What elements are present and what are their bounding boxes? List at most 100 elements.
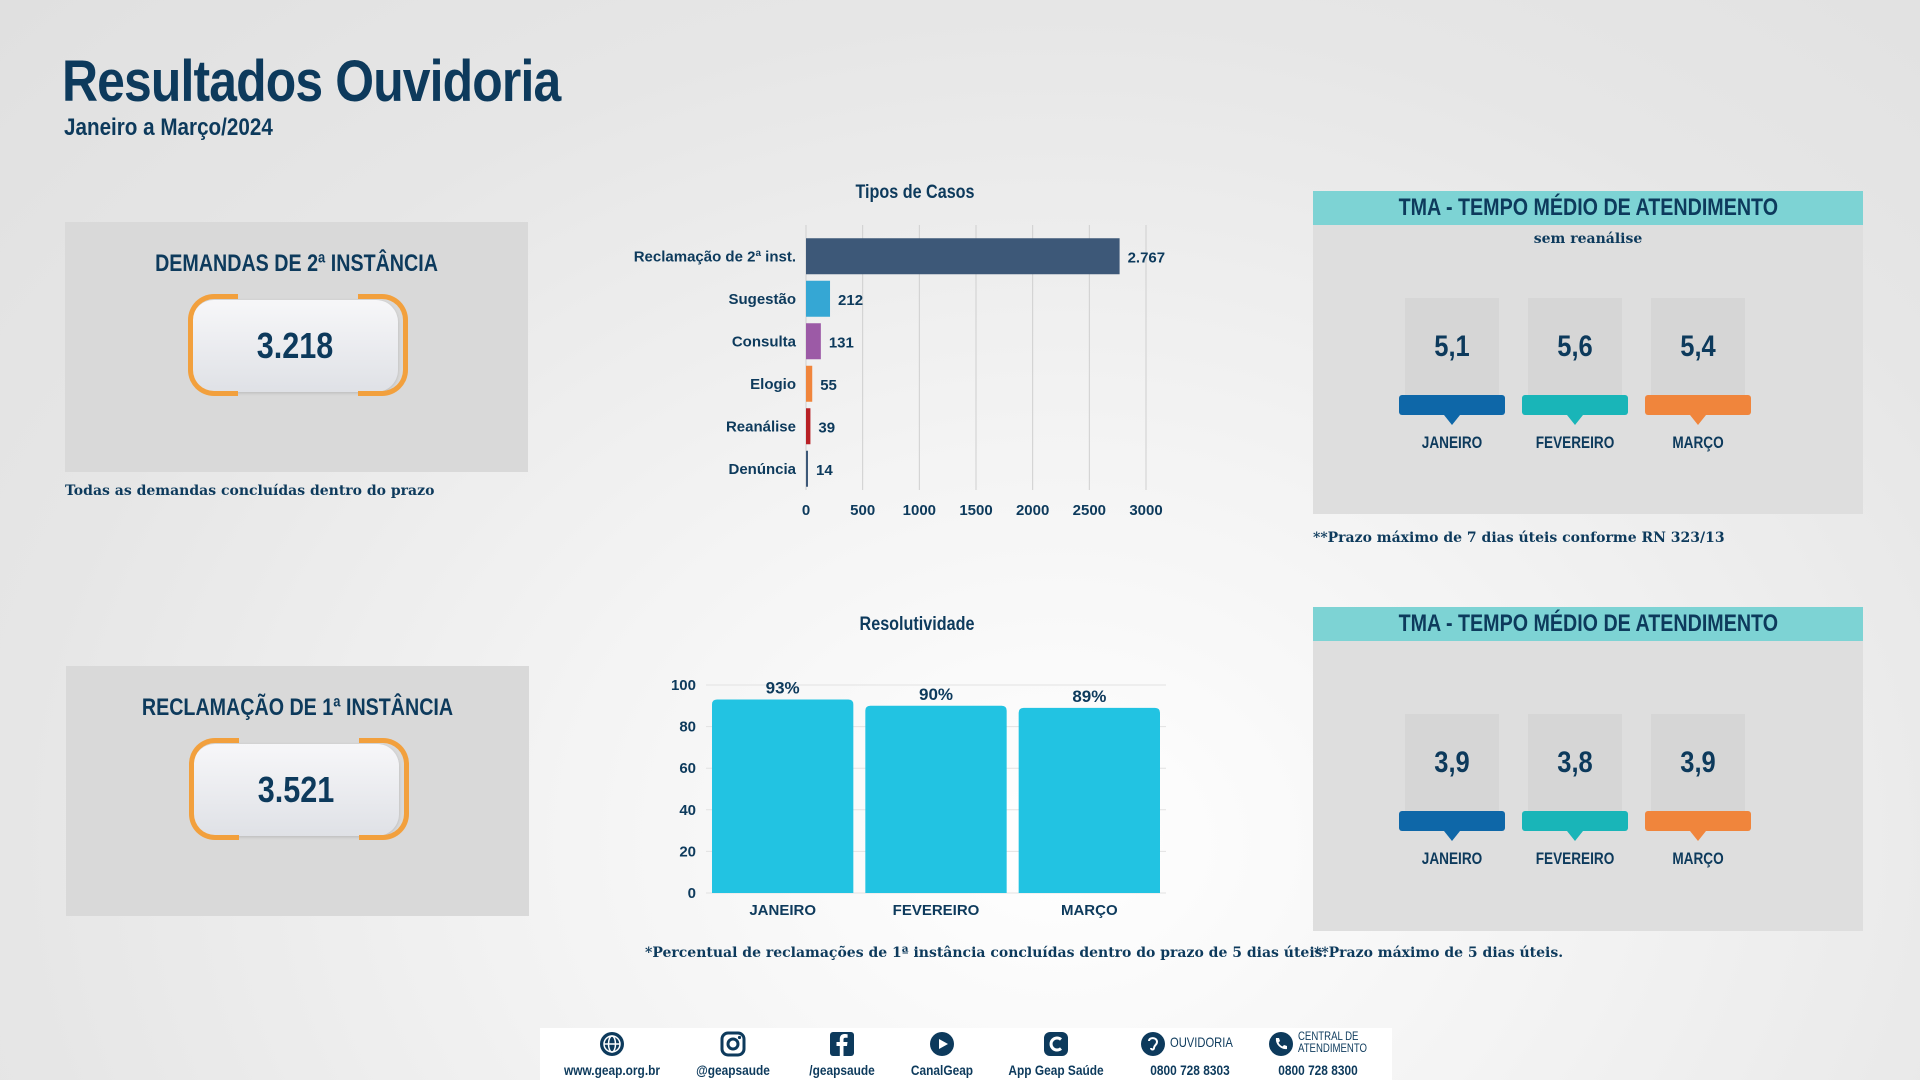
category-label: JANEIRO [749,902,816,919]
category-label: Consulta [732,333,797,350]
tma-card-march: 3,9 [1651,714,1745,814]
footer-label: /geapsaude [809,1062,875,1078]
footer-label: 0800 728 8303 [1150,1062,1230,1078]
globe-icon [600,1032,624,1056]
tma-value: 5,4 [1680,330,1716,363]
category-label: Reclamação de 2ª inst. [634,248,796,265]
x-tick-label: 1500 [959,502,992,519]
ribbon-january [1399,395,1505,425]
tma-month-label: FEVEREIRO [1535,433,1615,452]
tma-header: TMA - TEMPO MÉDIO DE ATENDIMENTO [1313,607,1863,641]
y-tick-label: 60 [679,760,696,777]
tma-value: 3,9 [1434,746,1470,779]
data-label: 90% [919,685,953,704]
footer-label: @geapsaude [696,1062,770,1078]
x-tick-label: 1000 [903,502,936,519]
data-label: 131 [829,334,854,351]
ear-icon [1141,1032,1165,1056]
bar [865,705,1007,893]
x-tick-label: 2500 [1073,502,1106,519]
kpi-value: 3.218 [256,325,334,366]
tma-note: **Prazo máximo de 5 dias úteis. [1314,945,1564,961]
tma-value: 3,8 [1557,746,1593,779]
chart-title-tipos: Tipos de Casos [855,182,975,203]
resolutividade-note: *Percentual de reclamações de 1ª instânc… [645,945,1328,961]
footer-caption: CENTRAL DE ATENDIMENTO [1298,1029,1367,1055]
data-label: 93% [766,679,800,698]
x-tick-label: 500 [850,502,875,519]
page-subtitle: Janeiro a Março/2024 [64,114,273,141]
footer-label: CanalGeap [910,1062,974,1078]
footer-central-phone[interactable]: CENTRAL DE ATENDIMENTO 0800 728 8300 [1268,1028,1368,1080]
tma-month-label: MARÇO [1672,849,1724,868]
chart-title-resolutividade: Resolutividade [859,614,975,635]
y-tick-label: 40 [679,802,696,819]
data-label: 2.767 [1128,249,1166,266]
data-label: 212 [838,292,863,309]
tma-card-january: 5,1 [1405,298,1499,398]
kpi-title: DEMANDAS DE 2ª INSTÂNCIA [155,250,438,277]
chart-tipos-de-casos: 0 500 1000 1500 2000 2500 3000 Reclamação de 2ª… [634,225,1166,519]
tma-header: TMA - TEMPO MÉDIO DE ATENDIMENTO [1313,191,1863,225]
data-label: 39 [818,419,835,436]
footer-label: www.geap.org.br [563,1062,661,1078]
bracket-left-decoration [189,738,239,840]
footer-instagram-link[interactable]: @geapsaude [696,1028,770,1080]
category-label: Elogio [750,376,796,393]
kpi-note: Todas as demandas concluídas dentro do p… [65,483,435,499]
category-label: Sugestão [728,291,796,308]
category-label: FEVEREIRO [893,902,980,919]
page-title: Resultados Ouvidoria [62,49,561,114]
ribbon-january [1399,811,1505,841]
app-icon [1044,1032,1068,1056]
bar [806,450,808,487]
bar [806,280,831,317]
data-label: 55 [820,377,837,394]
tma-value: 5,6 [1557,330,1593,363]
x-tick-label: 3000 [1129,502,1162,519]
data-label: 14 [816,462,833,479]
footer-ouvidoria-phone[interactable]: OUVIDORIA 0800 728 8303 [1140,1028,1240,1080]
tma-month-label: MARÇO [1672,433,1724,452]
phone-icon [1269,1032,1293,1056]
tma-card-january: 3,9 [1405,714,1499,814]
ribbon-february [1522,811,1628,841]
footer-app-link[interactable]: App Geap Saúde [1008,1028,1104,1080]
bar [712,699,854,893]
y-tick-label: 20 [679,843,696,860]
tma-panel-sem-reanalise: TMA - TEMPO MÉDIO DE ATENDIMENTO sem rea… [1313,191,1863,514]
kpi-value: 3.521 [257,769,335,810]
data-label: 89% [1072,687,1106,706]
facebook-icon [830,1032,854,1056]
youtube-icon [930,1032,954,1056]
kpi-panel-first-instance: RECLAMAÇÃO DE 1ª INSTÂNCIA 3.521 [66,666,529,916]
footer-facebook-link[interactable]: /geapsaude [809,1028,875,1080]
bar [806,365,813,402]
bracket-right-decoration [359,738,409,840]
bar [806,323,821,360]
bracket-left-decoration [188,294,238,396]
ribbon-march [1645,811,1751,841]
footer-contact-bar: www.geap.org.br @geapsaude /geapsaude Ca… [540,1028,1392,1080]
bar [1018,707,1160,893]
kpi-panel-second-instance: DEMANDAS DE 2ª INSTÂNCIA 3.218 [65,222,528,472]
y-tick-label: 80 [679,719,696,736]
kpi-title: RECLAMAÇÃO DE 1ª INSTÂNCIA [141,694,454,721]
x-tick-label: 0 [802,502,810,519]
tma-card-february: 3,8 [1528,714,1622,814]
chart-resolutividade: 0 20 40 60 80 100 93% JANEIRO 90% FEVEREIRO 89% MAR… [671,677,1166,919]
footer-label: 0800 728 8300 [1278,1062,1358,1078]
tma-panel-general: TMA - TEMPO MÉDIO DE ATENDIMENTO 3,9 JAN… [1313,607,1863,931]
ribbon-february [1522,395,1628,425]
footer-caption: OUVIDORIA [1170,1034,1233,1050]
footer-label: App Geap Saúde [1008,1062,1104,1078]
footer-website-link[interactable]: www.geap.org.br [564,1028,660,1080]
footer-youtube-link[interactable]: CanalGeap [911,1028,973,1080]
tma-subheader: sem reanálise [1533,231,1643,247]
bar [806,408,811,445]
tma-card-february: 5,6 [1528,298,1622,398]
tma-value: 5,1 [1434,330,1470,363]
tma-value: 3,9 [1680,746,1716,779]
x-tick-label: 2000 [1016,502,1049,519]
y-tick-label: 100 [671,677,696,694]
